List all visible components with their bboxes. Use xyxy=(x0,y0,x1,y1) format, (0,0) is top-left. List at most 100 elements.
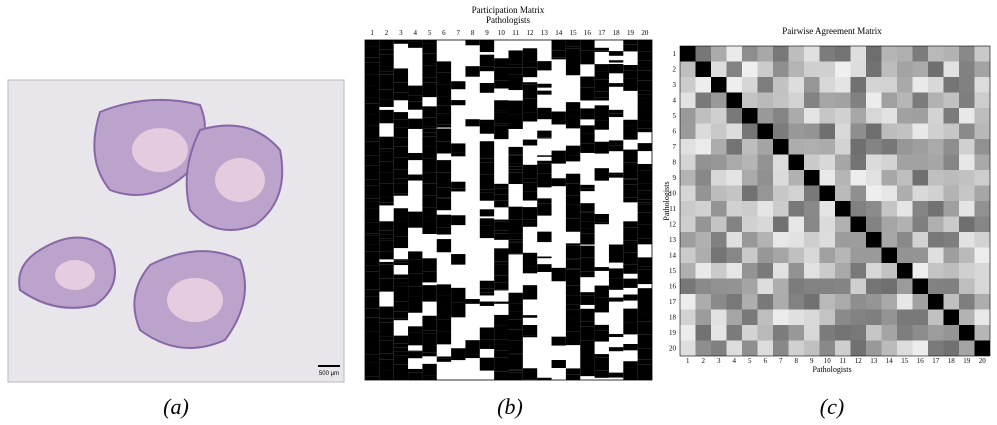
cell xyxy=(974,77,990,93)
cell xyxy=(422,221,437,235)
cell xyxy=(912,325,928,341)
cell xyxy=(408,85,423,96)
cell xyxy=(835,77,851,93)
cell xyxy=(422,341,437,345)
cell xyxy=(757,108,773,124)
cell xyxy=(773,77,789,93)
cell xyxy=(637,313,652,322)
cell xyxy=(494,125,509,140)
cell xyxy=(680,92,696,108)
cell xyxy=(637,266,652,270)
cell xyxy=(912,108,928,124)
cell xyxy=(974,170,990,186)
cell xyxy=(465,119,480,127)
cell xyxy=(897,201,913,217)
cell xyxy=(379,49,394,55)
cell xyxy=(757,77,773,93)
cell xyxy=(436,124,452,128)
cell xyxy=(637,257,652,267)
cell xyxy=(773,201,789,217)
cell xyxy=(773,325,789,341)
cell xyxy=(835,185,851,201)
cell xyxy=(393,351,409,356)
cell xyxy=(379,89,394,100)
cell xyxy=(742,61,758,77)
cell xyxy=(522,335,538,338)
cell xyxy=(522,266,538,274)
cell xyxy=(637,238,652,245)
cell xyxy=(850,77,866,93)
cell xyxy=(680,340,696,356)
cell xyxy=(726,309,742,325)
cell xyxy=(695,340,711,356)
x-tick-label: 2 xyxy=(385,29,389,37)
cell xyxy=(594,328,609,331)
cell xyxy=(508,155,523,164)
cell xyxy=(623,65,638,71)
cell xyxy=(623,89,638,91)
cell xyxy=(637,60,652,71)
cell xyxy=(788,278,804,294)
cell xyxy=(393,301,409,312)
cell xyxy=(773,123,789,139)
cell xyxy=(881,154,897,170)
cell xyxy=(866,201,882,217)
cell xyxy=(711,77,727,93)
x-tick-label: 15 xyxy=(901,357,909,365)
cell xyxy=(393,259,409,261)
cell xyxy=(365,281,380,290)
cell xyxy=(680,108,696,124)
cell xyxy=(594,222,609,225)
cell xyxy=(508,64,523,68)
cell xyxy=(726,61,742,77)
cell xyxy=(912,201,928,217)
cell xyxy=(537,264,552,273)
cell xyxy=(928,77,944,93)
cell xyxy=(928,108,944,124)
cell xyxy=(819,185,835,201)
cell xyxy=(726,325,742,341)
cell xyxy=(508,319,523,330)
cell xyxy=(726,216,742,232)
cell xyxy=(580,364,595,377)
x-tick-label: 9 xyxy=(485,29,489,37)
cell xyxy=(522,112,538,122)
cell xyxy=(773,216,789,232)
cell xyxy=(680,61,696,77)
cell xyxy=(757,309,773,325)
cell xyxy=(866,309,882,325)
cell xyxy=(594,105,609,121)
cell xyxy=(580,87,595,101)
cell xyxy=(436,160,452,173)
cell xyxy=(379,251,394,260)
cell xyxy=(537,130,552,138)
cell xyxy=(680,294,696,310)
cell xyxy=(365,57,380,63)
cell xyxy=(594,373,609,378)
cell xyxy=(494,67,509,81)
cell xyxy=(835,154,851,170)
cell xyxy=(379,202,394,206)
cell xyxy=(881,170,897,186)
cell xyxy=(680,154,696,170)
cell xyxy=(508,166,523,170)
cell xyxy=(623,149,638,163)
cell xyxy=(393,169,409,175)
cell xyxy=(773,61,789,77)
cell xyxy=(757,139,773,155)
cell xyxy=(928,216,944,232)
cell xyxy=(680,201,696,217)
cell xyxy=(608,268,624,274)
cell xyxy=(866,263,882,279)
cell xyxy=(551,150,566,164)
cell xyxy=(436,72,452,85)
cell xyxy=(974,263,990,279)
cell xyxy=(819,154,835,170)
cell xyxy=(757,325,773,341)
cell xyxy=(379,322,394,337)
cell xyxy=(594,330,609,342)
cell xyxy=(742,46,758,62)
cell xyxy=(451,302,466,318)
cell xyxy=(711,46,727,62)
cell xyxy=(522,178,538,183)
